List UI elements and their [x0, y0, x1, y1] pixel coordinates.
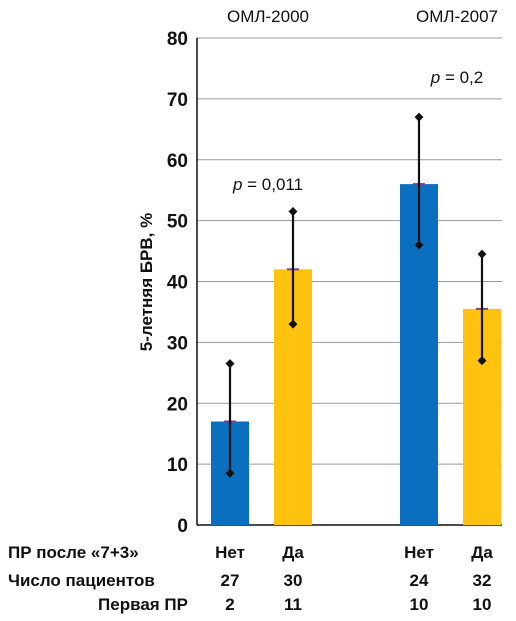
- row-label-first-pr: Первая ПР: [98, 595, 188, 614]
- y-tick-label: 30: [167, 333, 188, 354]
- y-tick-label: 10: [167, 455, 188, 476]
- patients-count: 27: [221, 571, 240, 590]
- error-cap-low: [414, 240, 424, 250]
- p-value-label: p = 0,011: [232, 175, 303, 194]
- y-tick-label: 50: [167, 212, 188, 233]
- y-tick-label: 20: [167, 394, 188, 415]
- p-value: = 0,2: [440, 68, 483, 87]
- y-axis-label: 5-летняя БРВ, %: [137, 213, 156, 351]
- error-cap-high: [225, 359, 235, 369]
- row-label-patients: Число пациентов: [8, 571, 155, 590]
- category-label: Нет: [404, 543, 434, 562]
- category-label: Да: [282, 543, 304, 562]
- p-symbol: p: [232, 175, 242, 194]
- category-label: Да: [471, 543, 493, 562]
- p-symbol: p: [430, 68, 440, 87]
- error-cap-high: [414, 112, 424, 122]
- error-cap-high: [288, 206, 298, 216]
- error-cap-low: [477, 356, 487, 366]
- group-title: ОМЛ-2000: [227, 7, 309, 26]
- first-pr-count: 2: [225, 595, 234, 614]
- p-value: = 0,011: [242, 175, 303, 194]
- y-tick-label: 60: [167, 151, 188, 172]
- row-label-category: ПР после «7+3»: [8, 543, 139, 562]
- patients-count: 32: [473, 571, 492, 590]
- error-cap-high: [477, 249, 487, 259]
- first-pr-count: 10: [410, 595, 429, 614]
- error-cap-low: [288, 319, 298, 329]
- y-tick-label: 80: [167, 29, 188, 50]
- first-pr-count: 10: [473, 595, 492, 614]
- error-cap-low: [225, 468, 235, 478]
- y-tick-label: 0: [177, 516, 188, 537]
- patients-count: 30: [284, 571, 303, 590]
- patients-count: 24: [410, 571, 429, 590]
- group-title: ОМЛ-2007: [416, 7, 498, 26]
- p-value-label: p = 0,2: [430, 68, 483, 87]
- y-tick-label: 70: [167, 90, 188, 111]
- y-tick-label: 40: [167, 273, 188, 294]
- first-pr-count: 11: [284, 595, 302, 614]
- category-label: Нет: [215, 543, 245, 562]
